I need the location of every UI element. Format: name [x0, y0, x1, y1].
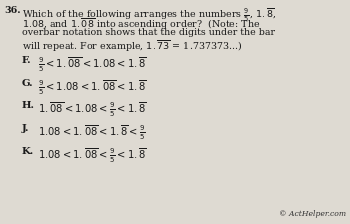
Text: H.: H. [22, 101, 35, 110]
Text: © ActHelper.com: © ActHelper.com [279, 210, 346, 218]
Text: $1.08 < 1.\overline{08} < 1.\overline{8} < \frac{9}{5}$: $1.08 < 1.\overline{08} < 1.\overline{8}… [38, 124, 146, 142]
Text: $1.08$, and $1.\overline{08}$ into ascending order?  (Note: The: $1.08$, and $1.\overline{08}$ into ascen… [22, 17, 260, 32]
Text: 36.: 36. [4, 6, 21, 15]
Text: G.: G. [22, 79, 34, 88]
Text: Which of the following arranges the numbers $\frac{9}{5}$, $1.\overline{8}$,: Which of the following arranges the numb… [22, 6, 276, 24]
Text: $1.08 < 1.\overline{08} < \frac{9}{5} < 1.\overline{8}$: $1.08 < 1.\overline{08} < \frac{9}{5} < … [38, 147, 147, 166]
Text: will repeat. For example, $1.\overline{73}$ = 1.737373...): will repeat. For example, $1.\overline{7… [22, 39, 242, 54]
Text: overbar notation shows that the digits under the bar: overbar notation shows that the digits u… [22, 28, 275, 37]
Text: J.: J. [22, 124, 29, 133]
Text: $\frac{9}{5} < 1.08 < 1.\overline{08} < 1.\overline{8}$: $\frac{9}{5} < 1.08 < 1.\overline{08} < … [38, 79, 147, 97]
Text: K.: K. [22, 147, 34, 156]
Text: $\frac{9}{5} < 1.\overline{08} < 1.08 < 1.\overline{8}$: $\frac{9}{5} < 1.\overline{08} < 1.08 < … [38, 56, 147, 74]
Text: F.: F. [22, 56, 32, 65]
Text: $1.\overline{08} < 1.08 < \frac{9}{5} < 1.\overline{8}$: $1.\overline{08} < 1.08 < \frac{9}{5} < … [38, 101, 147, 119]
